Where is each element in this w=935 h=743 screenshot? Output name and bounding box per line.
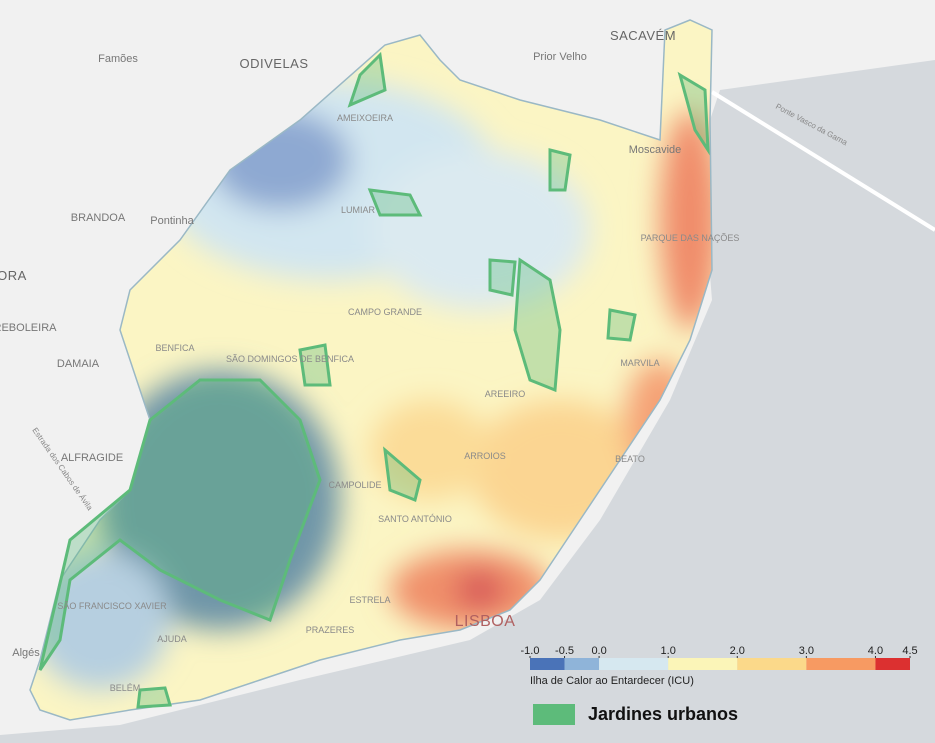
place-label: PARQUE DAS NAÇÕES bbox=[641, 233, 740, 243]
place-label: SACAVÉM bbox=[610, 28, 676, 43]
place-label: DAMAIA bbox=[57, 358, 100, 370]
colorbar-segment bbox=[875, 658, 910, 670]
place-label: AMEIXOEIRA bbox=[337, 113, 393, 123]
place-label: AJUDA bbox=[157, 634, 187, 644]
place-label: MARVILA bbox=[620, 358, 659, 368]
place-label: SÃO DOMINGOS DE BENFICA bbox=[226, 354, 354, 364]
place-label: LUMIAR bbox=[341, 205, 376, 215]
place-label: REBOLEIRA bbox=[0, 322, 57, 334]
place-label: ODIVELAS bbox=[239, 56, 308, 71]
tick-label: 2.0 bbox=[730, 645, 745, 657]
colorbar-segment bbox=[564, 658, 600, 670]
tick-label: -0.5 bbox=[555, 645, 574, 657]
tick-label: 1.0 bbox=[661, 645, 676, 657]
tick-label: -1.0 bbox=[521, 645, 540, 657]
place-label: CAMPO GRANDE bbox=[348, 307, 422, 317]
colorbar-segment bbox=[806, 658, 876, 670]
legend-title: Ilha de Calor ao Entardecer (ICU) bbox=[530, 675, 694, 687]
tick-label: 3.0 bbox=[799, 645, 814, 657]
colorbar-segment bbox=[599, 658, 669, 670]
colorbar-segment bbox=[737, 658, 807, 670]
colorbar-segment bbox=[668, 658, 738, 670]
place-label: CAMPOLIDE bbox=[328, 480, 381, 490]
place-label: SANTO ANTÓNIO bbox=[378, 514, 452, 524]
place-label: BELÉM bbox=[110, 683, 141, 693]
place-label: Moscavide bbox=[629, 144, 682, 156]
place-label: ARROIOS bbox=[464, 451, 506, 461]
place-label: Pontinha bbox=[150, 215, 194, 227]
place-label: LISBOA bbox=[455, 613, 516, 630]
gardens bbox=[38, 51, 710, 709]
garden-swatch bbox=[533, 704, 575, 725]
tick-label: 0.0 bbox=[591, 645, 606, 657]
place-label: ESTRELA bbox=[349, 595, 390, 605]
place-label: BEATO bbox=[615, 454, 645, 464]
place-label: Famões bbox=[98, 53, 138, 65]
tick-label: 4.5 bbox=[902, 645, 917, 657]
place-label: ALFRAGIDE bbox=[61, 452, 123, 464]
place-label: Prior Velho bbox=[533, 51, 587, 63]
colorbar-segment bbox=[530, 658, 565, 670]
place-label: AREEIRO bbox=[485, 389, 526, 399]
tick-label: 4.0 bbox=[868, 645, 883, 657]
place-label: BRANDOA bbox=[71, 212, 126, 224]
place-label: PRAZERES bbox=[306, 625, 355, 635]
bridge bbox=[710, 90, 935, 232]
legend: Ilha de Calor ao Entardecer (ICU) Jardin… bbox=[521, 645, 918, 725]
garden-label: Jardines urbanos bbox=[588, 704, 738, 724]
place-label: BENFICA bbox=[155, 343, 194, 353]
place-label: ORA bbox=[0, 268, 27, 283]
place-label: SÃO FRANCISCO XAVIER bbox=[57, 601, 167, 611]
place-label: Algés bbox=[12, 647, 40, 659]
